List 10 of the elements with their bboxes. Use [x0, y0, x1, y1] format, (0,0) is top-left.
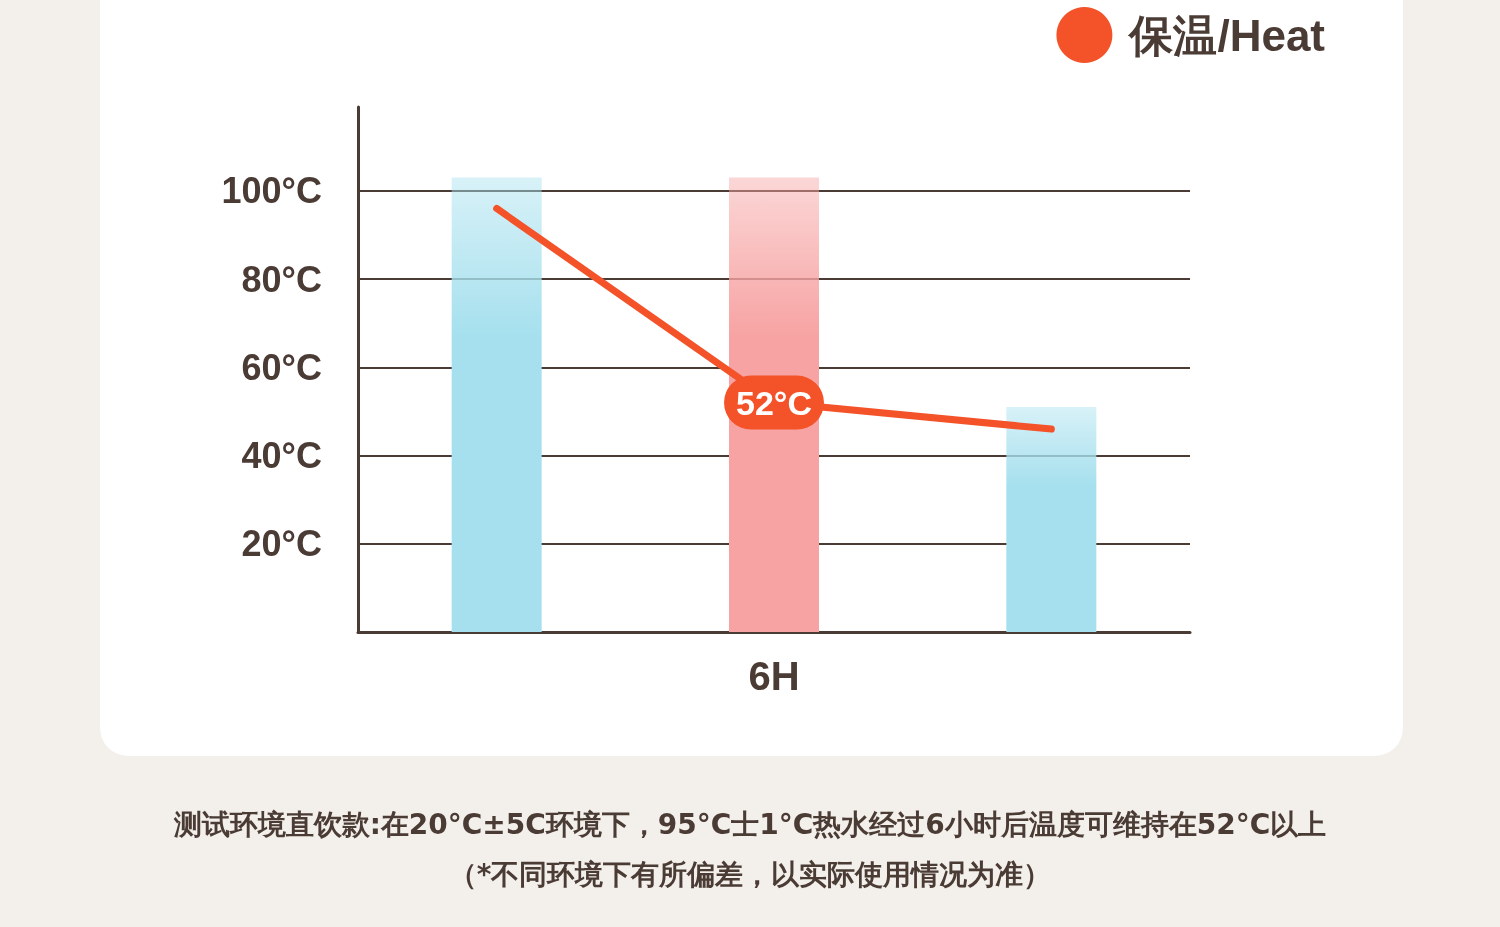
data-label: 52°C: [736, 383, 812, 422]
y-tick-label: 20°C: [241, 523, 322, 565]
y-tick-label: 60°C: [241, 346, 322, 388]
y-tick-label: 100°C: [221, 170, 322, 212]
y-tick-label: 80°C: [241, 258, 322, 300]
y-tick-label: 40°C: [241, 435, 322, 477]
legend-label: 保温/Heat: [1127, 10, 1326, 60]
x-tick-label: 6H: [748, 654, 800, 698]
text: （*不同环境下有所偏差，以实际使用情况为准）: [447, 857, 1053, 893]
text: 测试环境直饮款:在20°C±5C环境下，95°C士1°C热水经过6小时后温度可维持在52°C以上: [172, 807, 1328, 843]
